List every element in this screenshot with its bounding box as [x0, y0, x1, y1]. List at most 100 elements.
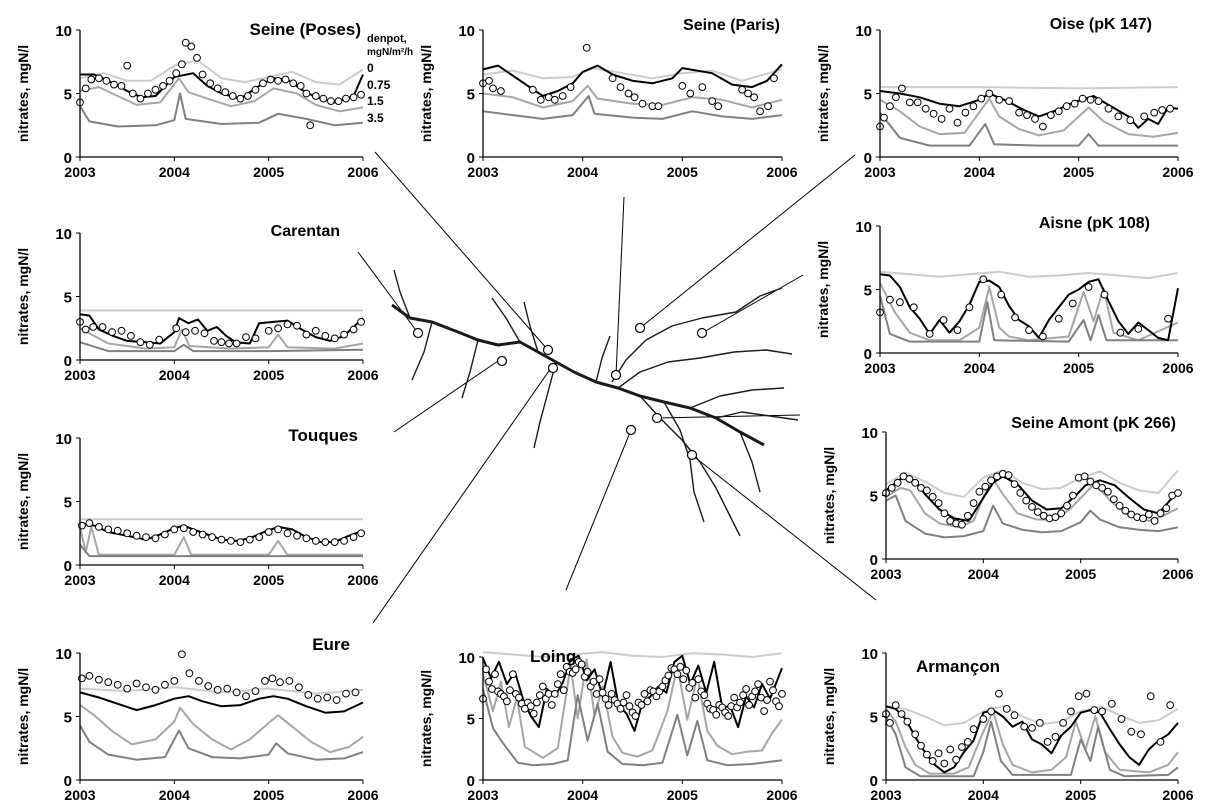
observation-point-seine-amont-pk-266 — [1033, 508, 1042, 516]
observation-point-loing — [616, 704, 625, 713]
series-line-0-75-eure — [79, 691, 364, 714]
observation-point-loing — [676, 662, 685, 671]
observation-point-seine-poses — [306, 121, 315, 130]
observation-point-arman-on — [1146, 692, 1155, 701]
observation-point-seine-paris — [558, 92, 567, 100]
observation-point-arman-on — [979, 715, 988, 723]
observation-point-oise-pk-147 — [1158, 106, 1166, 114]
observation-point-seine-amont-pk-266 — [1028, 503, 1036, 511]
observation-point-touques — [236, 538, 245, 546]
observation-point-seine-amont-pk-266 — [975, 487, 984, 496]
panel-aisne-pk-108: 0 5 10 2003 2004 2005 2006 nitrates, mgN/l Aisne… — [815, 215, 1194, 376]
observation-point-seine-poses — [102, 76, 111, 85]
observation-point-touques — [321, 538, 330, 546]
chart-title-seine-amont-pk-266: Seine Amont (pK 266) — [1011, 415, 1176, 432]
observation-point-loing — [619, 698, 628, 707]
legend-item-075: 0.75 — [367, 78, 391, 92]
y-tick-label-carentan: 0 — [64, 353, 72, 370]
x-tick-label-loing: 2006 — [766, 787, 797, 803]
y-tick-label-aisne-pk-108: 10 — [855, 219, 872, 236]
observation-point-seine-amont-pk-266 — [911, 478, 920, 487]
observation-point-arman-on — [1002, 705, 1011, 713]
observation-point-seine-poses — [144, 89, 152, 98]
observation-point-seine-amont-pk-266 — [1156, 509, 1165, 518]
tributary — [595, 335, 611, 383]
x-tick-label-oise-pk-147: 2004 — [964, 164, 995, 180]
series-line-0-seine-paris — [482, 67, 783, 82]
observation-point-loing — [526, 702, 535, 711]
observation-point-arman-on — [995, 689, 1003, 698]
observation-point-oise-pk-147 — [929, 109, 938, 118]
station-marker — [610, 369, 622, 381]
y-tick-label-arman-on: 5 — [870, 710, 878, 727]
observation-point-seine-amont-pk-266 — [981, 482, 990, 491]
x-tick-label-oise-pk-147: 2005 — [1063, 164, 1094, 180]
observation-point-aisne-pk-108 — [896, 298, 904, 307]
x-tick-label-seine-poses: 2005 — [253, 164, 284, 180]
observation-point-carentan — [232, 339, 241, 348]
x-tick-label-touques: 2005 — [253, 572, 284, 588]
observation-point-touques — [179, 524, 188, 533]
observation-point-loing — [601, 694, 610, 703]
x-tick-label-seine-paris: 2005 — [667, 164, 698, 180]
y-axis-label-seine-amont-pk-266: nitrates, mgN/l — [821, 447, 837, 544]
observation-point-arman-on — [958, 743, 966, 751]
observation-point-eure — [251, 687, 260, 695]
series-line-0-75-carentan — [79, 313, 364, 345]
observation-point-seine-amont-pk-266 — [969, 499, 978, 508]
observation-point-seine-poses — [244, 92, 252, 100]
y-tick-label-seine-paris: 0 — [467, 150, 475, 167]
observation-point-arman-on — [903, 717, 912, 726]
observation-point-eure — [285, 677, 294, 685]
observation-point-seine-poses — [178, 60, 186, 69]
observation-point-arman-on — [911, 730, 920, 739]
observation-point-seine-poses — [259, 79, 267, 88]
x-tick-label-seine-poses: 2006 — [347, 164, 378, 180]
observation-point-arman-on — [923, 750, 931, 759]
observation-point-seine-poses — [128, 89, 137, 98]
x-tick-label-arman-on: 2004 — [968, 787, 999, 803]
observation-point-seine-amont-pk-266 — [1104, 487, 1112, 496]
observation-point-touques — [208, 533, 217, 541]
panel-oise-pk-147: 0 5 10 2003 2004 2005 2006 nitrates, mgN/l Oise … — [815, 16, 1194, 180]
observation-point-eure — [185, 669, 194, 678]
observation-point-loing — [673, 670, 682, 679]
series-line-0-aisne-pk-108 — [879, 270, 1179, 280]
tributary — [611, 287, 783, 383]
x-tick-label-oise-pk-147: 2003 — [864, 164, 895, 180]
observation-point-aisne-pk-108 — [1100, 290, 1109, 299]
observation-point-loing — [598, 688, 607, 697]
observation-point-loing — [724, 712, 733, 720]
x-tick-label-seine-amont-pk-266: 2004 — [968, 566, 999, 582]
observation-point-seine-poses — [327, 97, 335, 105]
panel-seine-poses: 0 5 10 2003 2004 2005 2006 nitrates, mgN/l Seine… — [15, 20, 379, 180]
connector-line — [565, 429, 632, 591]
observation-point-seine-poses — [251, 85, 260, 94]
observation-point-carentan — [200, 329, 209, 338]
y-tick-label-touques: 0 — [64, 558, 72, 575]
observation-point-seine-amont-pk-266 — [905, 475, 914, 483]
observation-point-seine-poses — [228, 92, 237, 100]
x-tick-label-seine-amont-pk-266: 2005 — [1065, 566, 1096, 582]
y-tick-label-oise-pk-147: 10 — [855, 23, 872, 40]
observation-point-seine-paris — [714, 102, 723, 111]
y-tick-label-loing: 10 — [458, 650, 475, 667]
observation-point-eure — [85, 672, 94, 680]
series-line-1-5-seine-poses — [79, 77, 364, 113]
observation-point-arman-on — [952, 755, 960, 764]
seine-main-channel — [391, 303, 765, 447]
observation-point-seine-poses — [281, 75, 290, 84]
station-marker — [547, 362, 559, 374]
chart-title-touques: Touques — [288, 426, 358, 445]
connector-line — [357, 251, 419, 334]
series-line-3-5-arman-on — [885, 716, 1179, 778]
observation-point-aisne-pk-108 — [1011, 313, 1019, 322]
x-tick-label-loing: 2004 — [567, 787, 598, 803]
station-markers — [412, 322, 708, 461]
observation-point-aisne-pk-108 — [1084, 283, 1093, 291]
observation-point-loing — [529, 709, 538, 718]
series-line-3-5-eure — [79, 724, 364, 761]
observation-point-seine-paris — [624, 89, 633, 98]
observation-point-oise-pk-147 — [886, 102, 894, 111]
observation-point-loing — [700, 691, 709, 699]
